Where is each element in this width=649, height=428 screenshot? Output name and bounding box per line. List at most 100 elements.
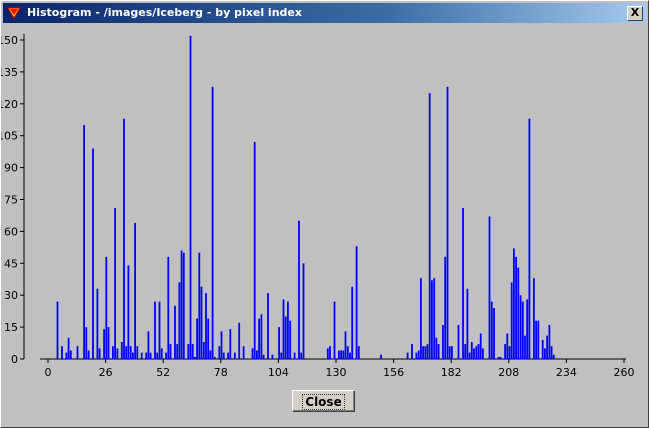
- histogram-bar: [165, 352, 167, 359]
- histogram-bar: [169, 344, 172, 359]
- x-tick-label: 234: [556, 366, 577, 379]
- x-tick-label: 130: [326, 366, 347, 379]
- close-button[interactable]: Close: [292, 390, 355, 412]
- histogram-bar: [200, 286, 203, 359]
- histogram-bar: [67, 337, 70, 359]
- histogram-bar: [103, 329, 105, 359]
- x-tick-label: 156: [383, 366, 404, 379]
- histogram-bar: [284, 316, 287, 359]
- histogram-bar: [233, 352, 236, 359]
- histogram-bar: [462, 208, 464, 359]
- histogram-bar: [174, 305, 176, 359]
- histogram-bar: [220, 331, 223, 359]
- histogram-bar: [238, 322, 241, 359]
- histogram-bar: [260, 314, 263, 359]
- histogram-bar: [123, 118, 125, 359]
- histogram-bar: [198, 252, 201, 359]
- histogram-bar: [87, 350, 90, 359]
- histogram-bar: [147, 331, 150, 359]
- histogram-bar: [98, 348, 101, 359]
- histogram-bar: [116, 348, 119, 359]
- histogram-bar: [136, 346, 139, 359]
- histogram-bar: [380, 354, 382, 359]
- histogram-bar: [156, 352, 159, 359]
- histogram-bar: [107, 327, 110, 359]
- histogram-bar: [149, 352, 152, 359]
- histogram-bar: [504, 344, 506, 359]
- histogram-bar: [202, 342, 205, 359]
- histogram-bar: [342, 350, 345, 359]
- histogram-bar: [160, 348, 163, 359]
- histogram-bar: [537, 320, 540, 359]
- histogram-bar: [287, 301, 289, 359]
- histogram-bar: [76, 346, 79, 359]
- histogram-bar: [517, 267, 520, 359]
- histogram-bar: [134, 222, 136, 359]
- histogram-bar: [251, 348, 254, 359]
- histogram-bar: [298, 220, 300, 359]
- histogram-bar: [105, 256, 108, 359]
- y-tick-label: 15: [4, 321, 18, 334]
- histogram-bar: [499, 356, 502, 359]
- histogram-bar: [329, 346, 331, 359]
- histogram-bar: [470, 342, 473, 359]
- histogram-bar: [515, 256, 517, 359]
- histogram-bar: [92, 148, 94, 359]
- histogram-bar: [411, 344, 413, 359]
- histogram-bar: [196, 318, 198, 359]
- histogram-bar: [528, 118, 531, 359]
- histogram-bar: [56, 301, 59, 359]
- close-button-label: Close: [302, 394, 345, 410]
- histogram-bar: [271, 354, 274, 359]
- x-tick-label: 182: [441, 366, 462, 379]
- histogram-bar: [519, 295, 522, 359]
- histogram-bar: [468, 352, 471, 359]
- histogram-bar: [338, 350, 340, 359]
- histogram-bar: [129, 346, 132, 359]
- histogram-bar: [205, 293, 207, 359]
- histogram-bar: [526, 299, 529, 359]
- histogram-bar: [417, 350, 420, 359]
- histogram-bar: [213, 356, 216, 359]
- window-title: Histogram - /images/Iceberg - by pixel i…: [27, 6, 302, 19]
- histogram-bar: [262, 354, 265, 359]
- histogram-bar: [428, 93, 431, 359]
- histogram-bar: [508, 346, 511, 359]
- histogram-bar: [546, 335, 548, 359]
- histogram-bar: [479, 333, 482, 359]
- x-tick-label: 260: [614, 366, 635, 379]
- histogram-bar: [289, 320, 292, 359]
- histogram-bar: [464, 344, 467, 359]
- histogram-bar: [473, 348, 475, 359]
- histogram-bar: [167, 256, 170, 359]
- histogram-bar: [490, 301, 493, 359]
- histogram-bar: [446, 86, 449, 360]
- histogram-bar: [222, 352, 225, 359]
- histogram-bar: [182, 252, 185, 359]
- histogram-chart: 0 15 30 45 60 75 90 105 120 135 150 0 26 52 78 104 130 15…: [1, 34, 635, 379]
- x-tick-label: 104: [268, 366, 289, 379]
- y-tick-label: 90: [4, 162, 18, 175]
- histogram-bar: [326, 348, 329, 359]
- close-window-button[interactable]: X: [627, 6, 643, 21]
- histogram-bar: [211, 86, 214, 360]
- y-tick-label: 105: [1, 130, 18, 143]
- y-tick-label: 120: [1, 98, 18, 111]
- histogram-bar: [114, 208, 116, 359]
- histogram-bar: [420, 278, 422, 359]
- histogram-bar: [422, 346, 424, 359]
- x-tick-label: 208: [498, 366, 519, 379]
- histogram-bar: [426, 344, 429, 359]
- histogram-bar: [448, 346, 451, 359]
- histogram-bar: [300, 352, 303, 359]
- y-tick-label: 30: [4, 289, 18, 302]
- title-bar[interactable]: Histogram - /images/Iceberg - by pixel i…: [3, 3, 646, 23]
- x-tick-label: 78: [214, 366, 228, 379]
- histogram-bar: [209, 350, 212, 359]
- histogram-bar: [207, 318, 210, 359]
- histogram-bar: [125, 346, 128, 359]
- app-icon: [7, 7, 21, 19]
- histogram-bar: [140, 352, 143, 359]
- histogram-bar: [278, 327, 280, 359]
- histogram-bar: [535, 320, 537, 359]
